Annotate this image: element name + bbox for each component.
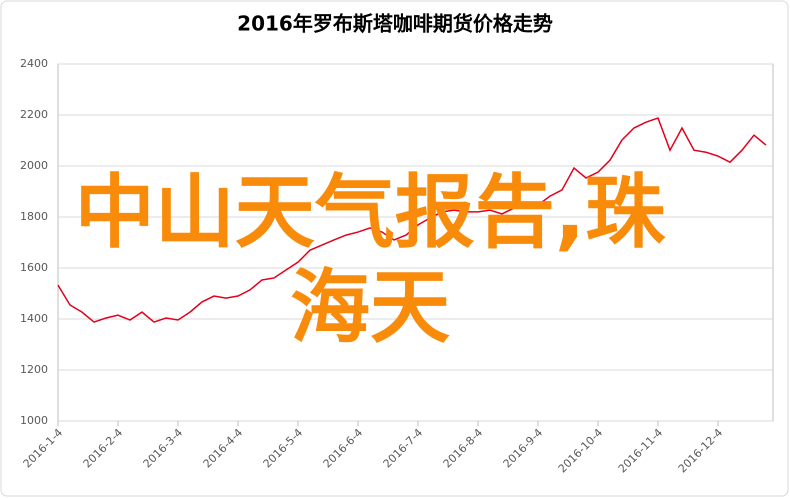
y-tick-label: 1200: [20, 363, 48, 376]
y-tick-label: 2000: [20, 159, 48, 172]
y-tick-label: 1000: [20, 414, 48, 427]
overlay-text: 中山天气报告,珠海天: [74, 166, 666, 354]
y-tick-label: 1800: [20, 210, 48, 223]
data-line: [57, 117, 767, 323]
y-tick-label: 2400: [20, 57, 48, 70]
y-tick-label: 1400: [20, 312, 48, 325]
y-tick-label: 1600: [20, 261, 48, 274]
chart-title: 2016年罗布斯塔咖啡期货价格走势: [237, 12, 553, 36]
y-tick-label: 2200: [20, 108, 48, 121]
